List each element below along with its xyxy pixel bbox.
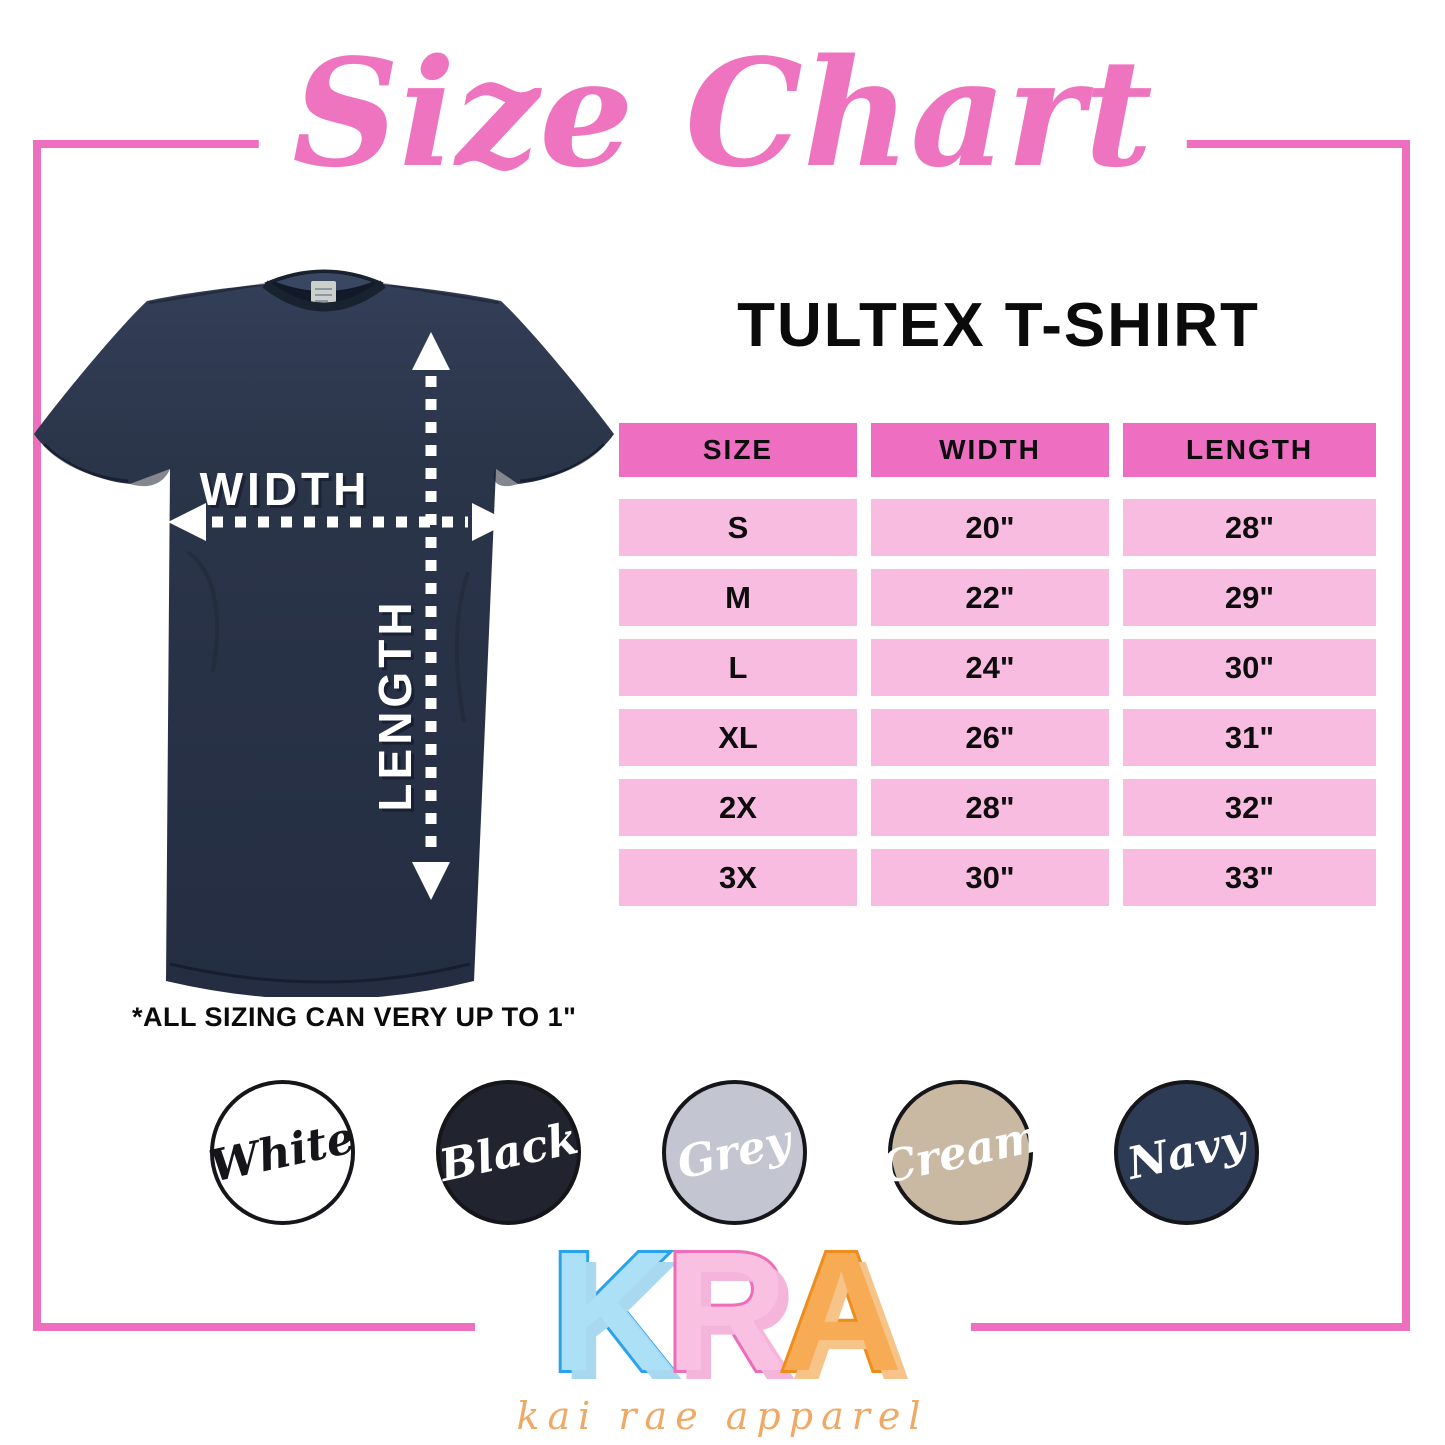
tshirt-diagram: WIDTH WIDTH LENGTH LENGTH xyxy=(34,269,614,997)
color-swatch-black: Black xyxy=(434,1080,583,1225)
length-label: LENGTH xyxy=(369,598,421,811)
size-table-cell: 31" xyxy=(1123,709,1376,766)
size-table-cell: 28" xyxy=(871,779,1109,836)
product-title: TULTEX T-SHIRT xyxy=(737,291,1260,360)
size-table-cell: 30" xyxy=(871,849,1109,906)
color-swatch-white: White xyxy=(206,1080,359,1225)
length-arrow xyxy=(412,332,450,900)
color-swatches: White Black Grey Cream Navy xyxy=(206,1080,1259,1225)
size-table-cell: 30" xyxy=(1123,639,1376,696)
page-title: Size Chart xyxy=(258,6,1187,221)
size-table-cell: 22" xyxy=(871,569,1109,626)
size-table-row: L 24" 30" xyxy=(619,639,1376,696)
size-table-header-cell: LENGTH xyxy=(1123,423,1376,477)
brand-letter-r: R xyxy=(662,1217,791,1407)
size-table-row: XL 26" 31" xyxy=(619,709,1376,766)
size-table-header-row: SIZE WIDTH LENGTH xyxy=(619,423,1376,477)
color-swatch-label: Cream xyxy=(876,1110,1045,1195)
color-swatch-label: Black xyxy=(434,1113,583,1192)
brand-letter-a: A xyxy=(777,1217,906,1407)
size-table-row: 2X 28" 32" xyxy=(619,779,1376,836)
size-table-row: S 20" 28" xyxy=(619,499,1376,556)
size-table-cell: 32" xyxy=(1123,779,1376,836)
size-table-cell: 3X xyxy=(619,849,857,906)
size-table: SIZE WIDTH LENGTH S 20" 28" M 22" 29" L 24" 30" XL 26… xyxy=(619,423,1376,919)
tshirt-collar xyxy=(262,269,386,312)
color-swatch-label: Grey xyxy=(673,1115,796,1190)
brand-logo: KRA kai rae apparel xyxy=(474,1217,971,1438)
width-label: WIDTH xyxy=(200,463,371,515)
size-table-cell: S xyxy=(619,499,857,556)
size-table-header-cell: SIZE xyxy=(619,423,857,477)
size-table-cell: 2X xyxy=(619,779,857,836)
color-swatch-label: White xyxy=(205,1112,360,1193)
brand-tagline: kai rae apparel xyxy=(516,1393,929,1438)
size-table-cell: 24" xyxy=(871,639,1109,696)
brand-letter-k: K xyxy=(547,1217,676,1407)
size-table-cell: 28" xyxy=(1123,499,1376,556)
length-label-shadow: LENGTH xyxy=(372,601,424,814)
size-table-row: M 22" 29" xyxy=(619,569,1376,626)
sizing-note: *ALL SIZING CAN VERY UP TO 1" xyxy=(132,1002,577,1032)
color-swatch-cream: Cream xyxy=(876,1080,1045,1225)
size-table-cell: XL xyxy=(619,709,857,766)
width-arrow xyxy=(168,503,510,541)
tshirt-shape xyxy=(34,282,614,997)
color-swatch-label: Navy xyxy=(1122,1115,1251,1190)
size-table-cell: L xyxy=(619,639,857,696)
size-table-cell: 33" xyxy=(1123,849,1376,906)
size-table-row: 3X 30" 33" xyxy=(619,849,1376,906)
size-table-cell: 20" xyxy=(871,499,1109,556)
size-table-cell: 29" xyxy=(1123,569,1376,626)
color-swatch-navy: Navy xyxy=(1114,1080,1259,1225)
width-label-shadow: WIDTH xyxy=(203,466,374,518)
size-table-cell: 26" xyxy=(871,709,1109,766)
brand-letters: KRA xyxy=(516,1217,928,1407)
size-table-header-cell: WIDTH xyxy=(871,423,1109,477)
color-swatch-grey: Grey xyxy=(662,1080,807,1225)
size-table-cell: M xyxy=(619,569,857,626)
